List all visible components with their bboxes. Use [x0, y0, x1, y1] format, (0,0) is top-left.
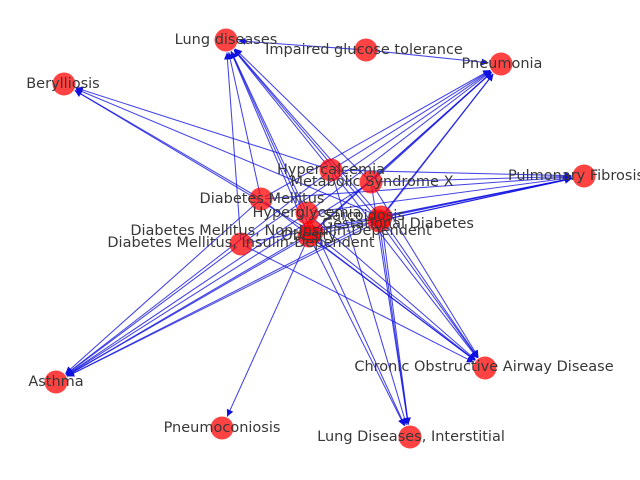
- node-pneumoconiosis: [210, 416, 234, 440]
- node-lung-diseases: [214, 28, 238, 52]
- node-diabetes-mellitus: [249, 187, 273, 211]
- edge-dm_insulin-to-pneumonia: [244, 70, 492, 242]
- edge-hypercalcemia-to-asthma: [65, 172, 328, 375]
- edge-impaired_glucose-to-lung_diseases: [238, 37, 362, 51]
- edge-sarcoidosis-to-lung_interstitial: [381, 221, 411, 425]
- node-label-dm-insulin: Diabetes Mellitus, Insulin-Dependent: [107, 235, 375, 251]
- node-label-pulmonary-fibrosis: Pulmonary Fibrosis: [508, 168, 640, 184]
- edge-diabetes_mellitus-to-asthma: [64, 201, 258, 375]
- node-label-hyperglycemia: Hyperglycemia: [252, 205, 361, 221]
- edge-hypercalcemia-to-pulmonary_fibrosis: [335, 169, 572, 180]
- node-berylliosis: [52, 72, 76, 96]
- edge-obesity-to-asthma: [66, 237, 306, 377]
- edge-hyperglycemia-to-lung_interstitial: [308, 216, 406, 426]
- node-hypercalcemia: [319, 158, 343, 182]
- node-label-metabolic-syndrome: Metabolic Syndrome X: [291, 174, 454, 190]
- edge-dm_insulin-to-asthma: [65, 246, 238, 375]
- node-sarcoidosis: [369, 205, 393, 229]
- edge-metabolic_syndrome-to-lung_diseases: [234, 48, 369, 180]
- edge-sarcoidosis-to-copd: [383, 220, 479, 359]
- edge-hypercalcemia-to-copd: [333, 173, 478, 359]
- node-metabolic-syndrome: [359, 170, 383, 194]
- edge-hypercalcemia-to-lung_diseases: [233, 49, 329, 167]
- node-lung-interstitial: [398, 425, 422, 449]
- edge-dm_insulin-to-copd: [244, 245, 475, 363]
- edge-obesity-to-pneumoconiosis: [226, 239, 308, 417]
- node-label-obesity: Obesity: [281, 228, 337, 244]
- edge-obesity-to-pulmonary_fibrosis: [313, 176, 572, 236]
- node-label-berylliosis: Berylliosis: [26, 76, 100, 92]
- node-label-diabetes-mellitus: Diabetes Mellitus: [200, 191, 325, 207]
- node-label-lung-diseases: Lung diseases: [175, 32, 278, 48]
- edge-hypercalcemia-to-lung_interstitial: [331, 174, 408, 426]
- edge-gestational_diabetes-to-copd: [381, 224, 479, 359]
- edge-hypercalcemia-to-pneumonia: [334, 70, 491, 169]
- edge-gestational_diabetes-to-lung_diseases: [233, 49, 377, 218]
- node-label-sarcoidosis: Sarcoidosis: [323, 208, 405, 224]
- edge-obesity-to-copd: [312, 238, 476, 361]
- node-label-impaired-glucose: Impaired glucose tolerance: [265, 42, 463, 58]
- edge-dm_non_insulin-to-copd: [315, 234, 476, 361]
- edge-dm_non_insulin-to-lung_diseases: [230, 51, 311, 229]
- node-label-hypercalcemia: Hypercalcemia: [277, 162, 385, 178]
- node-label-dm-non-insulin: Diabetes Mellitus, Non-Insulin-Dependent: [130, 223, 432, 239]
- node-dm-insulin: [229, 232, 253, 256]
- edge-obesity-to-pneumonia: [312, 71, 493, 234]
- node-hyperglycemia: [295, 201, 319, 225]
- edge-sarcoidosis-to-berylliosis: [75, 88, 377, 216]
- edges-layer: [64, 37, 572, 427]
- node-label-copd: Chronic Obstructive Airway Disease: [354, 359, 613, 375]
- node-copd: [473, 356, 497, 380]
- edge-hyperglycemia-to-pneumonia: [310, 71, 492, 211]
- node-label-pneumoconiosis: Pneumoconiosis: [164, 420, 281, 436]
- edge-hyperglycemia-to-asthma: [66, 215, 304, 376]
- node-label-lung-interstitial: Lung Diseases, Interstitial: [317, 429, 505, 445]
- node-label-gestational-diabetes: Gestational Diabetes: [322, 216, 474, 232]
- edge-sarcoidosis-to-pneumonia: [383, 73, 494, 214]
- edge-sarcoidosis-to-asthma: [66, 218, 378, 377]
- edge-dm_insulin-to-lung_diseases: [223, 52, 242, 240]
- edge-diabetes_mellitus-to-pneumonia: [264, 69, 491, 198]
- node-label-pneumonia: Pneumonia: [462, 56, 543, 72]
- edge-diabetes_mellitus-to-lung_diseases: [226, 52, 261, 195]
- node-label-asthma: Asthma: [28, 374, 83, 390]
- node-pulmonary-fibrosis: [572, 164, 596, 188]
- edge-metabolic_syndrome-to-pulmonary_fibrosis: [375, 173, 572, 183]
- node-asthma: [44, 370, 68, 394]
- edge-sarcoidosis-to-lung_diseases: [233, 49, 379, 214]
- edge-diabetes_mellitus-to-pulmonary_fibrosis: [265, 173, 572, 200]
- node-pneumonia: [489, 52, 513, 76]
- edge-impaired_glucose-to-pneumonia: [370, 49, 489, 66]
- edge-sarcoidosis-to-pulmonary_fibrosis: [385, 176, 572, 217]
- edge-hyperglycemia-to-copd: [310, 215, 476, 361]
- edge-obesity-to-lung_interstitial: [310, 239, 405, 427]
- edge-obesity-to-lung_diseases: [230, 51, 308, 232]
- nodes-layer: [44, 28, 596, 449]
- edge-hypercalcemia-to-berylliosis: [75, 86, 327, 170]
- node-impaired-glucose: [354, 38, 378, 62]
- node-obesity: [297, 224, 321, 248]
- edge-gestational_diabetes-to-lung_interstitial: [379, 225, 411, 425]
- edge-hyperglycemia-to-lung_diseases: [230, 51, 306, 210]
